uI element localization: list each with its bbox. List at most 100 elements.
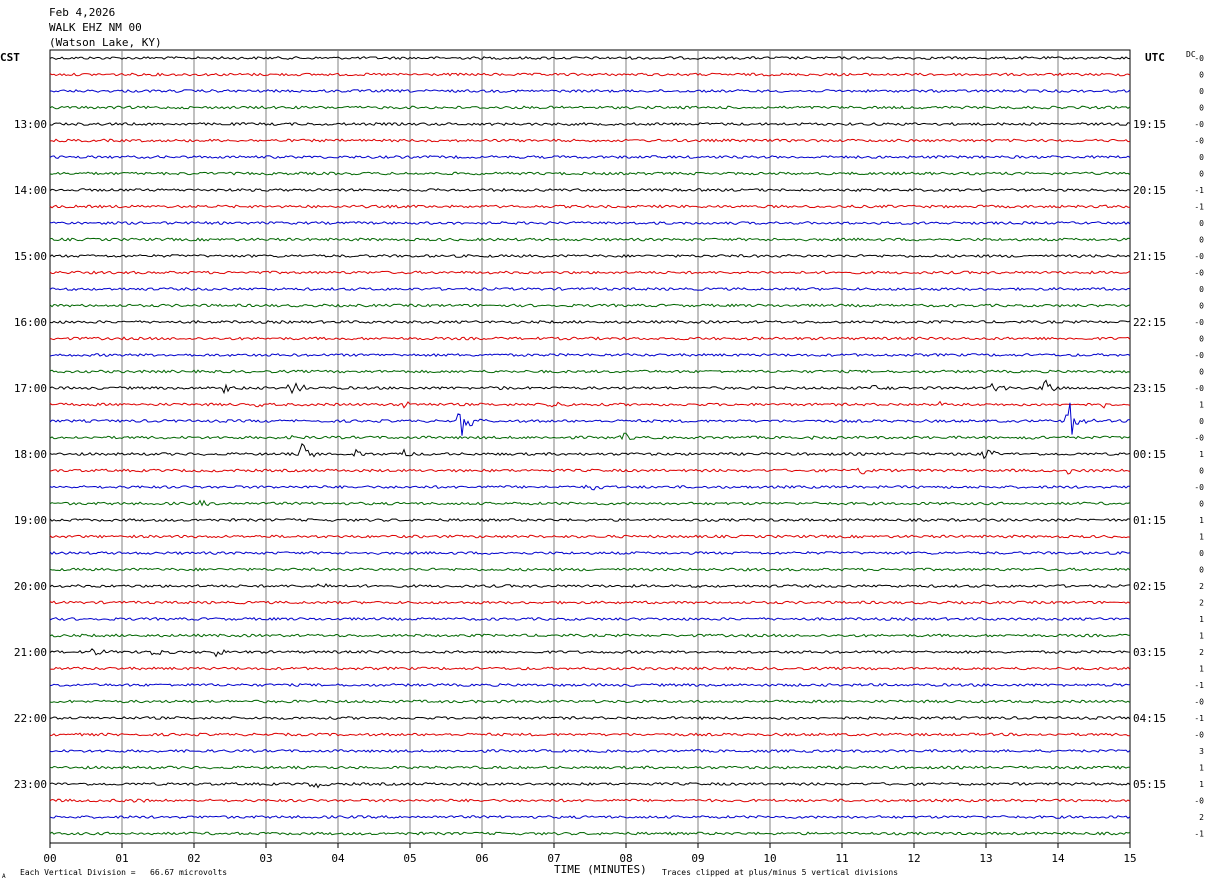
dc-offset-value: 2: [1199, 599, 1204, 608]
trace-46: [49, 798, 1131, 803]
right-hour-label: 19:15: [1133, 118, 1166, 131]
trace-26: [49, 467, 1131, 475]
right-hour-label: 02:15: [1133, 580, 1166, 593]
dc-offset-value: 1: [1199, 533, 1204, 542]
trace-28: [49, 499, 1131, 507]
left-hour-label: 21:00: [14, 646, 47, 659]
right-axis-label: UTC: [1145, 51, 1165, 64]
x-tick-label: 11: [835, 852, 848, 865]
trace-44: [49, 765, 1131, 770]
dc-offset-value: 0: [1199, 87, 1204, 96]
right-hour-label: 20:15: [1133, 184, 1166, 197]
right-hour-label: 04:15: [1133, 712, 1166, 725]
right-hour-labels: 19:15 20:15 21:15 22:15 23:15 00:15 01:15 02:15…: [1133, 118, 1166, 791]
trace-48: [49, 831, 1131, 836]
left-hour-label: 19:00: [14, 514, 47, 527]
header-station: WALK EHZ NM 00: [49, 21, 142, 34]
dc-label: DC: [1186, 50, 1196, 59]
dc-offset-value: 2: [1199, 648, 1204, 657]
trace-4: [49, 105, 1131, 110]
x-tick-label: 07: [547, 852, 560, 865]
dc-offset-value: -0: [1194, 318, 1204, 327]
x-tick-label: 01: [115, 852, 128, 865]
dc-offset-value: 2: [1199, 813, 1204, 822]
trace-47: [49, 814, 1131, 819]
trace-42: [49, 732, 1131, 737]
dc-offset-value: 0: [1199, 285, 1204, 294]
dc-offset-value: -0: [1194, 269, 1204, 278]
dc-offset-value: -0: [1194, 351, 1204, 360]
x-tick-label: 04: [331, 852, 345, 865]
dc-offset-value: -1: [1194, 681, 1204, 690]
trace-23: [49, 402, 1130, 436]
trace-7: [49, 154, 1131, 159]
trace-14: [49, 270, 1131, 275]
dc-offset-value: 0: [1199, 219, 1204, 228]
dc-offset-value: -0: [1194, 698, 1204, 707]
trace-40: [49, 699, 1131, 704]
trace-39: [49, 682, 1131, 687]
left-axis-label: CST: [0, 51, 20, 64]
trace-29: [49, 517, 1131, 522]
left-hour-label: 18:00: [14, 448, 47, 461]
dc-offset-value: -0: [1194, 797, 1204, 806]
trace-34: [49, 600, 1131, 605]
trace-5: [49, 121, 1131, 127]
trace-27: [49, 484, 1130, 491]
trace-24: [49, 432, 1131, 441]
x-tick-label: 13: [979, 852, 992, 865]
x-tick-label: 08: [619, 852, 632, 865]
x-tick-label: 09: [691, 852, 704, 865]
right-hour-label: 05:15: [1133, 778, 1166, 791]
left-hour-label: 16:00: [14, 316, 47, 329]
header-date: Feb 4,2026: [49, 6, 115, 19]
trace-12: [49, 237, 1131, 242]
header-location: (Watson Lake, KY): [49, 36, 162, 49]
trace-13: [49, 254, 1131, 259]
dc-offset-value: 0: [1199, 104, 1204, 113]
left-hour-label: 14:00: [14, 184, 47, 197]
trace-35: [49, 616, 1131, 621]
right-hour-label: 03:15: [1133, 646, 1166, 659]
dc-offset-value: 0: [1199, 566, 1204, 575]
trace-11: [49, 221, 1131, 226]
right-hour-label: 01:15: [1133, 514, 1166, 527]
scale-note: Each Vertical Division = 66.67 microvolt…: [20, 868, 227, 877]
trace-36: [49, 633, 1131, 638]
x-tick-label: 05: [403, 852, 416, 865]
left-hour-labels: 13:00 14:00 15:00 16:00 17:00 18:00 19:00 20:00…: [14, 118, 47, 791]
trace-43: [49, 748, 1131, 754]
trace-17: [49, 319, 1131, 324]
dc-offset-value: 0: [1199, 417, 1204, 426]
dc-offset-value: 1: [1199, 401, 1204, 410]
trace-22: [49, 400, 1131, 409]
trace-16: [49, 303, 1131, 308]
trace-3: [49, 88, 1131, 94]
trace-25: [49, 443, 1131, 460]
dc-offset-value: -0: [1194, 731, 1204, 740]
dc-offsets: -0 0 0 0 -0 -0 0 0 -1 -1 0 0 -0 -0 0 0 -0 0 -0 0 -0 1 0 -0 1 0 -0 0…: [1194, 54, 1204, 839]
trace-45: [49, 781, 1131, 789]
dc-offset-value: 0: [1199, 71, 1204, 80]
dc-offset-value: -1: [1194, 186, 1204, 195]
trace-8: [49, 171, 1131, 176]
trace-2: [49, 72, 1131, 77]
dc-offset-value: 0: [1199, 236, 1204, 245]
dc-offset-value: -0: [1194, 252, 1204, 261]
trace-18: [49, 336, 1131, 341]
right-hour-label: 00:15: [1133, 448, 1166, 461]
x-tick-label: 14: [1051, 852, 1065, 865]
dc-offset-value: 1: [1199, 516, 1204, 525]
dc-offset-value: 0: [1199, 302, 1204, 311]
trace-20: [49, 369, 1131, 374]
dc-offset-value: 0: [1199, 153, 1204, 162]
dc-offset-value: -0: [1194, 384, 1204, 393]
left-hour-label: 22:00: [14, 712, 47, 725]
dc-offset-value: 3: [1199, 747, 1204, 756]
right-hour-label: 22:15: [1133, 316, 1166, 329]
trace-9: [49, 187, 1131, 193]
trace-10: [49, 204, 1130, 209]
x-tick-label: 02: [187, 852, 200, 865]
trace-19: [49, 353, 1131, 358]
